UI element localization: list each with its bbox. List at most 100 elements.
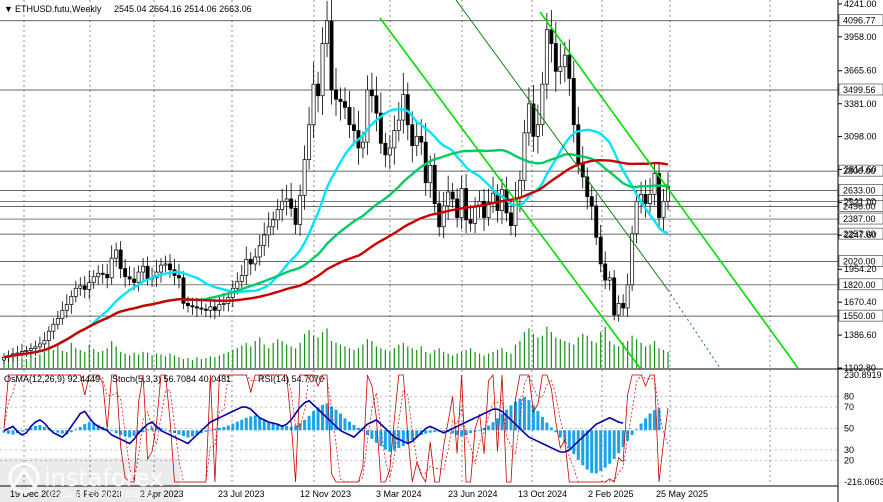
volume-bar (348, 348, 351, 368)
volume-bar (604, 326, 606, 368)
volume-bar (142, 351, 144, 368)
volume-bar (523, 332, 526, 368)
volume-bar (146, 352, 149, 368)
y-tick-label: 1386.60 (844, 330, 877, 340)
osma-bar (303, 419, 307, 431)
osma-bar (244, 417, 248, 431)
candle (136, 265, 141, 292)
osma-bar (231, 423, 235, 431)
volume-bar (52, 350, 54, 368)
candle (625, 273, 630, 318)
volume-bar (510, 353, 512, 368)
osma-bar (92, 423, 96, 431)
candle (64, 294, 69, 319)
candle (616, 295, 621, 322)
volume-bar (452, 355, 454, 368)
osma-legend: OsMA(12,26,9) 92.4449 (4, 374, 100, 384)
volume-bar (164, 356, 167, 368)
volume-bar (48, 348, 50, 368)
volume-bar (303, 333, 306, 368)
osma-bar (388, 430, 392, 452)
candle (329, 0, 334, 105)
osma-bar (60, 430, 64, 434)
candle (159, 258, 163, 283)
level-label-box (838, 255, 883, 267)
stoch-signal-line (3, 374, 669, 483)
candle (212, 298, 217, 320)
osma-bar (500, 413, 504, 431)
osma-bar (635, 429, 639, 431)
y-tick-label: 1954.20 (844, 264, 877, 274)
candle (464, 173, 469, 234)
chart-menu-arrow-icon[interactable]: ▼ (4, 4, 13, 14)
volume-bar (182, 359, 185, 368)
x-tick-label: 2 Feb 2025 (588, 489, 634, 499)
volume-bar (178, 357, 180, 368)
volume-bar (308, 330, 310, 368)
volume-bar (205, 358, 207, 368)
volume-bar (461, 351, 463, 368)
ohlc-values: 2545.04 2664.16 2514.06 2663.06 (114, 4, 252, 14)
volume-bar (321, 332, 324, 368)
osma-bar (451, 430, 455, 434)
candle (562, 41, 567, 83)
candle (347, 91, 352, 139)
candle (522, 119, 527, 190)
volume-bar (133, 352, 135, 368)
indicator-axis-label: 70 (844, 402, 854, 412)
osma-bar (271, 423, 275, 431)
volume-bar (546, 326, 548, 368)
candle (266, 212, 271, 248)
candle (311, 61, 316, 139)
osma-bar (433, 430, 437, 433)
volume-bar (564, 341, 566, 368)
candle (239, 264, 244, 290)
osma-bar (69, 430, 73, 433)
candle (446, 175, 451, 220)
y-tick-label: 4241.00 (844, 0, 877, 9)
osma-bar (478, 430, 482, 432)
candle (46, 326, 51, 348)
volume-bar (380, 348, 382, 368)
candle (450, 182, 455, 208)
level-label: 4096.77 (843, 16, 876, 26)
volume-bar (393, 348, 395, 368)
candle (567, 39, 572, 96)
osma-bar (428, 430, 432, 433)
volume-bar (75, 348, 77, 368)
osma-bar (496, 418, 500, 431)
volume-bar (97, 351, 99, 368)
osma-bar (572, 430, 576, 455)
volume-bar (357, 348, 360, 368)
volume-bar (438, 348, 440, 368)
volume-bar (187, 358, 189, 368)
osma-bar (567, 430, 571, 449)
candle (109, 245, 114, 285)
volume-bar (662, 350, 665, 368)
volume-bar (420, 346, 422, 368)
indicator-axis-label: 80 (844, 391, 854, 401)
volume-bar (541, 335, 543, 368)
level-label-box (838, 278, 883, 291)
osma-bar (24, 429, 28, 431)
osma-bar (276, 424, 280, 431)
osma-bar (208, 430, 212, 432)
price-axis: 4241.00 3958.00 3665.60 3381.00 3098.00 2814.… (838, 0, 877, 373)
osma-bar (370, 430, 374, 439)
candle (221, 292, 226, 312)
candle (365, 75, 370, 155)
candle (37, 336, 42, 352)
volume-bar (25, 359, 28, 368)
volume-bar (631, 335, 633, 368)
osma-bar (204, 430, 208, 432)
osma-bar (168, 430, 172, 432)
candle (432, 153, 437, 213)
volume-bar (286, 344, 288, 368)
candle (648, 178, 653, 213)
volume-bar (43, 351, 45, 368)
volume-bar (120, 351, 122, 368)
level-label-box (838, 309, 883, 322)
osma-bar (119, 430, 123, 436)
volume-bar (268, 348, 270, 368)
volume-bar (295, 348, 297, 368)
